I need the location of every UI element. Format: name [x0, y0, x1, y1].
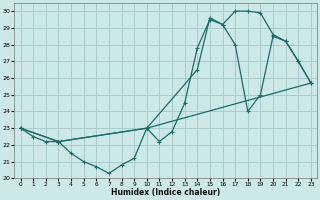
- X-axis label: Humidex (Indice chaleur): Humidex (Indice chaleur): [111, 188, 220, 197]
